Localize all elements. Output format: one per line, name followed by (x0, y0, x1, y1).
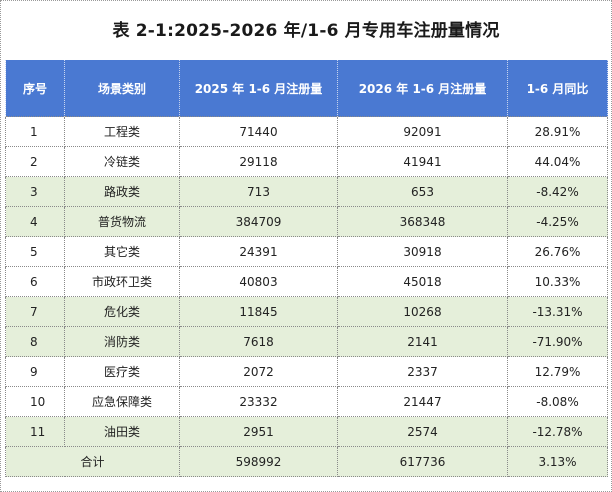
row-index: 3 (5, 176, 65, 207)
row-yoy: 44.04% (507, 146, 608, 177)
row-category: 冷链类 (64, 146, 180, 177)
row-2025: 23332 (179, 386, 338, 417)
row-2026: 92091 (337, 116, 508, 147)
row-yoy: -4.25% (507, 206, 608, 237)
row-yoy: -71.90% (507, 326, 608, 357)
table-row: 5 其它类 24391 30918 26.76% (5, 236, 608, 267)
row-2025: 40803 (179, 266, 338, 297)
row-category: 消防类 (64, 326, 180, 357)
row-category: 其它类 (64, 236, 180, 267)
row-yoy: -13.31% (507, 296, 608, 327)
header-row: 序号 场景类别 2025 年 1-6 月注册量 2026 年 1-6 月注册量 … (5, 60, 608, 117)
row-yoy: 12.79% (507, 356, 608, 387)
table-row: 10 应急保障类 23332 21447 -8.08% (5, 386, 608, 417)
row-yoy: -8.08% (507, 386, 608, 417)
table-row: 4 普货物流 384709 368348 -4.25% (5, 206, 608, 237)
table-row: 11 油田类 2951 2574 -12.78% (5, 416, 608, 447)
row-index: 11 (5, 416, 65, 447)
row-index: 6 (5, 266, 65, 297)
row-2025: 24391 (179, 236, 338, 267)
row-index: 9 (5, 356, 65, 387)
row-category: 医疗类 (64, 356, 180, 387)
table-row: 7 危化类 11845 10268 -13.31% (5, 296, 608, 327)
row-2026: 368348 (337, 206, 508, 237)
row-2026: 653 (337, 176, 508, 207)
row-2026: 2574 (337, 416, 508, 447)
row-2026: 2337 (337, 356, 508, 387)
table-row: 9 医疗类 2072 2337 12.79% (5, 356, 608, 387)
row-2025: 713 (179, 176, 338, 207)
table-row: 6 市政环卫类 40803 45018 10.33% (5, 266, 608, 297)
total-row: 合计 598992 617736 3.13% (5, 446, 608, 477)
row-2025: 11845 (179, 296, 338, 327)
row-index: 4 (5, 206, 65, 237)
total-yoy: 3.13% (507, 446, 608, 477)
row-category: 路政类 (64, 176, 180, 207)
row-yoy: -8.42% (507, 176, 608, 207)
table-row: 8 消防类 7618 2141 -71.90% (5, 326, 608, 357)
total-2025: 598992 (179, 446, 338, 477)
row-2026: 21447 (337, 386, 508, 417)
header-2026: 2026 年 1-6 月注册量 (337, 60, 508, 117)
row-2025: 384709 (179, 206, 338, 237)
row-index: 8 (5, 326, 65, 357)
row-category: 市政环卫类 (64, 266, 180, 297)
row-2026: 41941 (337, 146, 508, 177)
row-category: 油田类 (64, 416, 180, 447)
row-category: 普货物流 (64, 206, 180, 237)
row-index: 7 (5, 296, 65, 327)
header-index: 序号 (5, 60, 65, 117)
row-2025: 2951 (179, 416, 338, 447)
row-category: 应急保障类 (64, 386, 180, 417)
row-index: 5 (5, 236, 65, 267)
row-2025: 71440 (179, 116, 338, 147)
row-2026: 10268 (337, 296, 508, 327)
total-label: 合计 (5, 446, 180, 477)
row-2026: 30918 (337, 236, 508, 267)
row-yoy: 10.33% (507, 266, 608, 297)
row-2026: 2141 (337, 326, 508, 357)
row-yoy: 26.76% (507, 236, 608, 267)
table-row: 2 冷链类 29118 41941 44.04% (5, 146, 608, 177)
total-2026: 617736 (337, 446, 508, 477)
row-2025: 2072 (179, 356, 338, 387)
row-2026: 45018 (337, 266, 508, 297)
header-2025: 2025 年 1-6 月注册量 (179, 60, 338, 117)
table-row: 1 工程类 71440 92091 28.91% (5, 116, 608, 147)
registration-table: 序号 场景类别 2025 年 1-6 月注册量 2026 年 1-6 月注册量 … (5, 60, 608, 477)
row-2025: 29118 (179, 146, 338, 177)
table-row: 3 路政类 713 653 -8.42% (5, 176, 608, 207)
row-index: 1 (5, 116, 65, 147)
row-2025: 7618 (179, 326, 338, 357)
row-yoy: -12.78% (507, 416, 608, 447)
row-index: 2 (5, 146, 65, 177)
row-category: 工程类 (64, 116, 180, 147)
row-yoy: 28.91% (507, 116, 608, 147)
row-category: 危化类 (64, 296, 180, 327)
row-index: 10 (5, 386, 65, 417)
header-yoy: 1-6 月同比 (507, 60, 608, 117)
header-category: 场景类别 (64, 60, 180, 117)
table-title: 表 2-1:2025-2026 年/1-6 月专用车注册量情况 (112, 21, 500, 41)
